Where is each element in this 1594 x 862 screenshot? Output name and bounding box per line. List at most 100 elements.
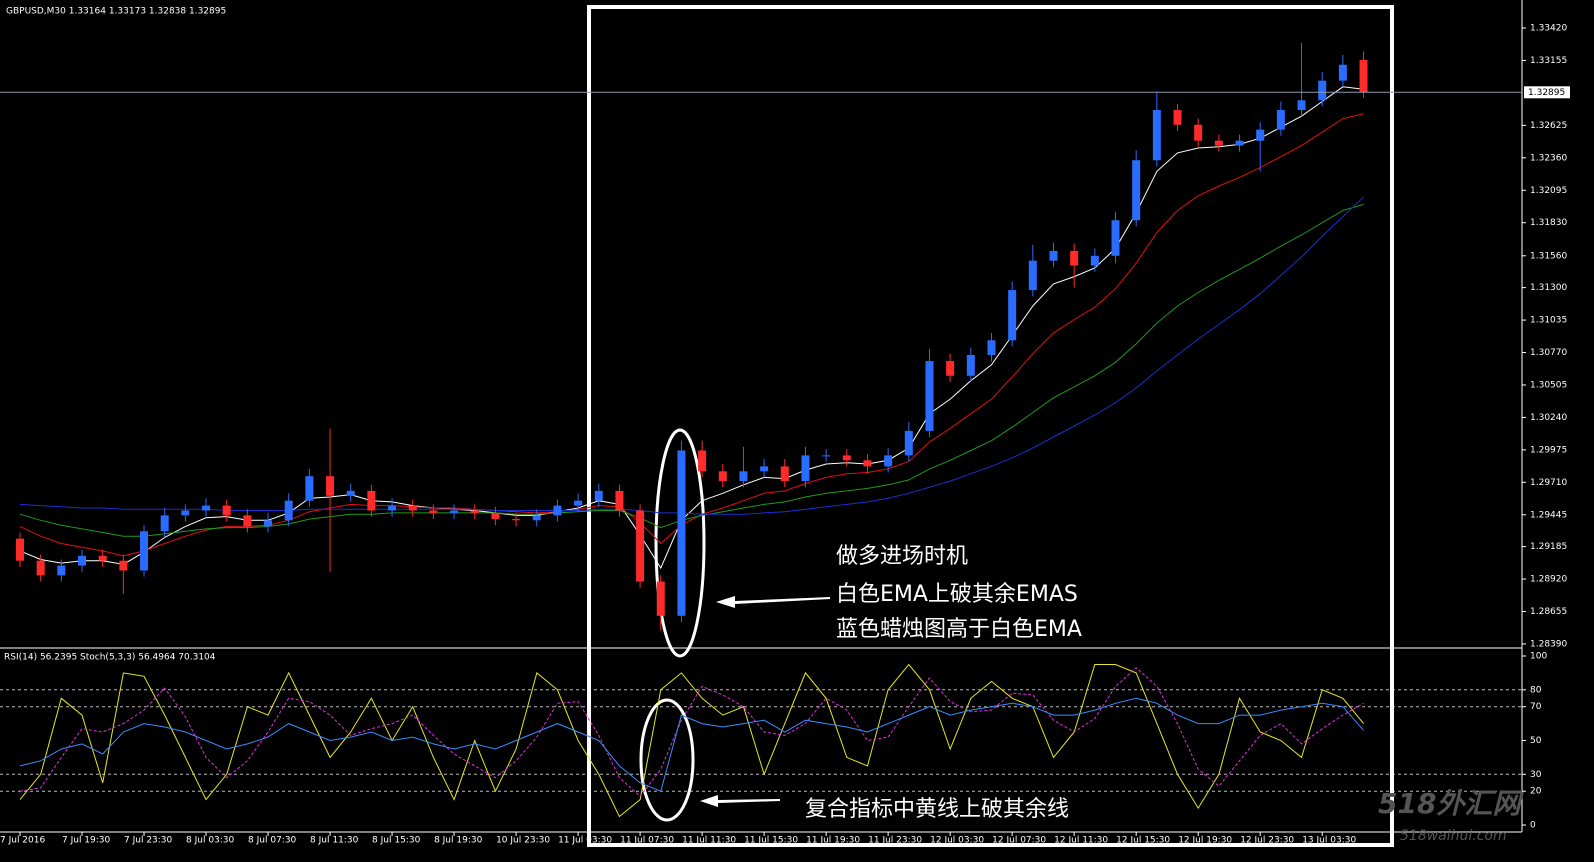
y-tick-label: 1.33420 <box>1530 24 1567 34</box>
y-tick-label: 1.32360 <box>1530 153 1567 163</box>
x-tick-label: 12 Jul 03:30 <box>930 836 984 846</box>
x-tick-label: 12 Jul 11:30 <box>1054 836 1108 846</box>
candle-body <box>1256 129 1265 141</box>
candle-body <box>636 510 645 582</box>
y-tick-label: 70 <box>1530 702 1542 712</box>
candle-body <box>408 505 417 511</box>
x-tick-label: 11 Jul 03:30 <box>558 836 612 846</box>
y-tick-label: 20 <box>1530 787 1542 797</box>
y-tick-label: 1.31560 <box>1530 251 1567 261</box>
candle-body <box>946 361 955 376</box>
candle-body <box>367 490 376 511</box>
x-tick-label: 11 Jul 15:30 <box>744 836 798 846</box>
y-tick-label: 80 <box>1530 685 1542 695</box>
x-tick-label: 8 Jul 15:30 <box>372 836 421 846</box>
candle-body <box>119 560 128 571</box>
candle-body <box>760 466 769 472</box>
highlight-ellipse <box>639 698 695 822</box>
candle-body <box>181 510 190 516</box>
candle-body <box>822 455 831 457</box>
ema-line <box>19 203 1364 537</box>
candle-body <box>1214 140 1223 146</box>
candle-body <box>243 515 252 527</box>
candle-body <box>1338 64 1347 81</box>
ema-line <box>19 196 1364 515</box>
x-tick-label: 11 Jul 07:30 <box>620 836 674 846</box>
candle-body <box>884 455 893 467</box>
candle-body <box>780 466 789 482</box>
candle-body <box>677 450 686 616</box>
candle-body <box>1194 124 1203 141</box>
indicator-line <box>19 697 1364 792</box>
candle-body <box>160 515 169 532</box>
annotation: 做多进场时机 <box>836 544 968 569</box>
candle-body <box>987 340 996 355</box>
x-tick-label: 12 Jul 07:30 <box>992 836 1046 846</box>
y-tick-label: 1.28920 <box>1530 575 1567 585</box>
candle-body <box>98 555 107 561</box>
candle-body <box>1049 250 1058 261</box>
candle-body <box>718 471 727 482</box>
candle-body <box>532 515 541 521</box>
y-tick-label: 1.32095 <box>1530 186 1567 196</box>
last-price-box <box>1524 86 1570 99</box>
x-tick-label: 11 Jul 23:30 <box>868 836 922 846</box>
y-tick-label: 1.31035 <box>1530 316 1567 326</box>
candle-body <box>553 505 562 516</box>
candle-body <box>1028 260 1037 291</box>
candle-body <box>264 520 273 527</box>
indicator-line <box>19 663 1364 818</box>
candle-body <box>615 490 624 511</box>
candle-body <box>1318 80 1327 101</box>
candle-body <box>842 455 851 461</box>
x-tick-label: 8 Jul 03:30 <box>186 836 235 846</box>
y-tick-label: 1.29710 <box>1530 478 1567 488</box>
candle-body <box>57 565 66 576</box>
y-tick-label: 0 <box>1530 821 1536 831</box>
candle-body <box>16 538 24 561</box>
x-tick-label: 7 Jul 2016 <box>0 836 45 846</box>
candle-body <box>1173 110 1182 125</box>
x-tick-label: 11 Jul 11:30 <box>682 836 736 846</box>
x-tick-label: 8 Jul 19:30 <box>434 836 483 846</box>
candle-body <box>656 581 665 616</box>
x-tick-label: 7 Jul 23:30 <box>124 836 173 846</box>
x-tick-label: 8 Jul 11:30 <box>310 836 359 846</box>
arrow <box>716 596 830 608</box>
candle-body <box>1132 160 1141 221</box>
candle-body <box>904 430 913 456</box>
candle-body <box>1070 250 1079 266</box>
candle-body <box>305 476 314 501</box>
candle-body <box>326 476 335 496</box>
candle-body <box>1090 255 1099 266</box>
y-tick-label: 1.31300 <box>1530 283 1567 293</box>
candle-body <box>925 361 934 431</box>
candle-body <box>429 510 438 513</box>
annotation: 白色EMA上破其余EMAS <box>836 582 1078 607</box>
y-tick-label: 1.29185 <box>1530 542 1567 552</box>
highlight-ellipse <box>654 428 706 658</box>
candle-body <box>574 500 583 506</box>
candle-body <box>1235 140 1244 146</box>
x-tick-label: 10 Jul 23:30 <box>496 836 550 846</box>
candle-body <box>222 505 231 516</box>
y-tick-label: 30 <box>1530 770 1542 780</box>
y-tick-label: 50 <box>1530 736 1542 746</box>
x-tick-label: 7 Jul 19:30 <box>62 836 111 846</box>
highlight-box <box>587 5 1394 847</box>
y-tick-label: 1.30240 <box>1530 413 1567 423</box>
candle-body <box>388 505 397 511</box>
annotation: 蓝色蜡烛图高于白色EMA <box>836 617 1082 642</box>
chart-title: GBPUSD,M30 1.33164 1.33173 1.32838 1.328… <box>6 7 226 17</box>
watermark: 518外汇网 <box>1378 787 1524 820</box>
candle-body <box>863 460 872 467</box>
y-tick-label: 1.29445 <box>1530 510 1567 520</box>
y-tick-label: 1.30505 <box>1530 380 1567 390</box>
candle-body <box>801 455 810 482</box>
candle-body <box>36 560 45 576</box>
candle-body <box>470 510 479 513</box>
y-tick-label: 1.29975 <box>1530 445 1567 455</box>
